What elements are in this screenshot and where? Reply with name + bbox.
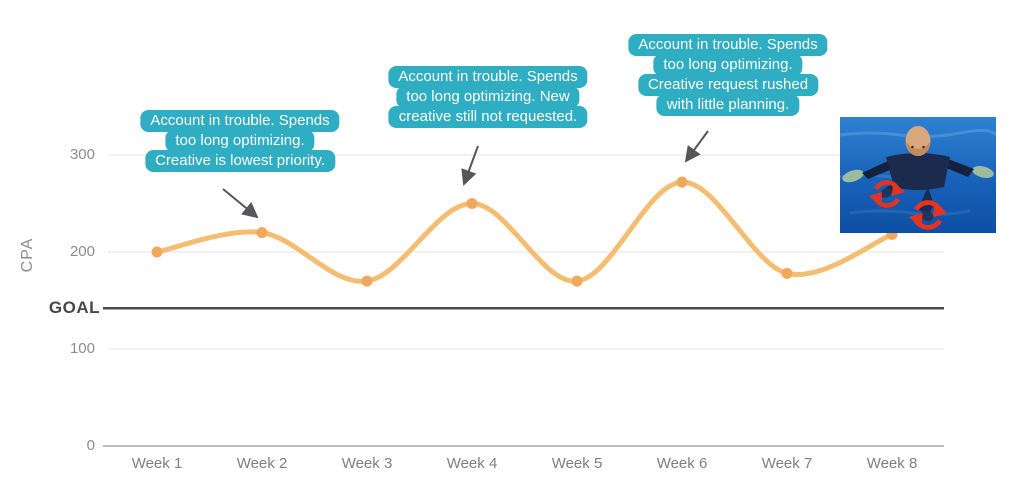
callout-text-line: with little planning.: [656, 94, 800, 116]
callout-text-line: Creative request rushed: [637, 74, 819, 96]
drowning-swimmer-image: [840, 117, 996, 233]
data-point-week-1: [151, 246, 163, 258]
x-tick-label: Week 6: [656, 455, 708, 472]
goal-label: GOAL: [48, 298, 100, 317]
callout-text-line: too long optimizing. New: [396, 86, 580, 108]
callout-text-line: Account in trouble. Spends: [388, 66, 588, 88]
data-point-week-5: [571, 275, 583, 287]
callout-text-line: Account in trouble. Spends: [140, 110, 340, 132]
callout-text-line: too long optimizing.: [653, 54, 803, 76]
callout-text-line: creative still not requested.: [388, 106, 588, 128]
data-point-week-7: [781, 267, 793, 279]
data-point-week-3: [361, 275, 373, 287]
data-point-week-4: [466, 198, 478, 209]
data-point-week-2: [256, 227, 268, 239]
x-tick-label: Week 1: [131, 455, 183, 472]
data-point-week-6: [676, 176, 688, 188]
annotation-callout-1: Account in trouble. Spends too long optim…: [140, 110, 340, 172]
x-tick-label: Week 3: [341, 455, 393, 472]
callout-text-line: Account in trouble. Spends: [628, 34, 828, 56]
callout-text-line: Creative is lowest priority.: [145, 150, 335, 172]
y-tick-label: 300: [69, 146, 95, 163]
x-tick-label: Week 7: [761, 455, 813, 472]
annotation-callout-3: Account in trouble. Spends too long optim…: [628, 34, 828, 116]
x-tick-label: Week 4: [446, 455, 498, 472]
x-tick-label: Week 5: [551, 455, 603, 472]
y-tick-label: 0: [86, 437, 95, 454]
annotation-arrow-1: [222, 188, 259, 219]
y-tick-label: 200: [69, 243, 95, 260]
x-tick-label: Week 8: [866, 455, 918, 472]
x-tick-label: Week 2: [236, 455, 288, 472]
cpa-series-line: [154, 179, 895, 284]
y-tick-label: 100: [69, 340, 95, 357]
callout-text-line: too long optimizing.: [165, 130, 315, 152]
annotation-callout-2: Account in trouble. Spends too long optim…: [388, 66, 588, 128]
annotation-arrow-2: [461, 145, 479, 186]
annotation-arrow-3: [684, 130, 709, 163]
